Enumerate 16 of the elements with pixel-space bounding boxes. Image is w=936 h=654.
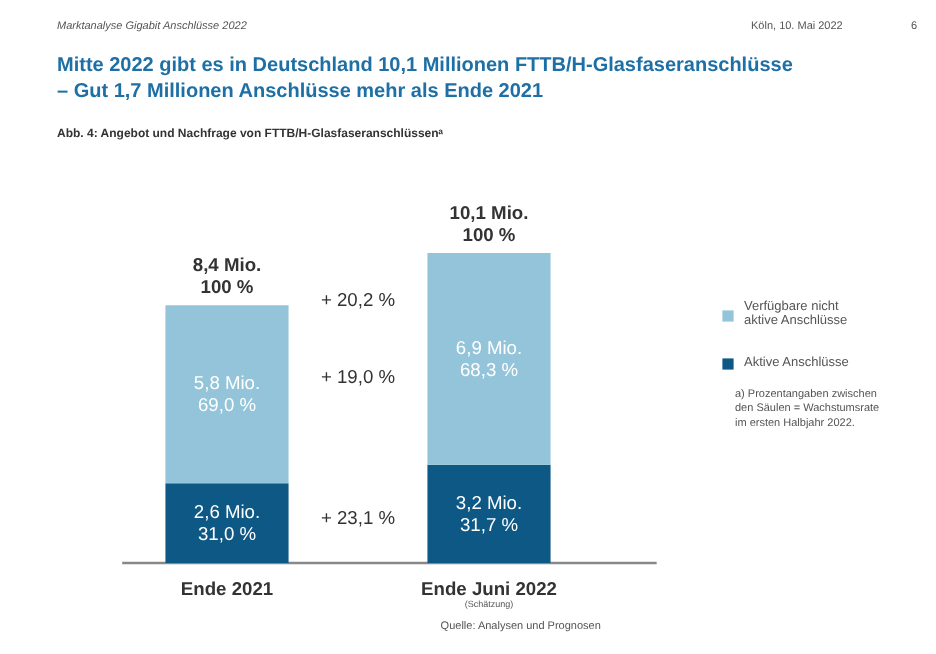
total-label: 8,4 Mio. 100 %: [192, 255, 262, 298]
annotation: + 20,2 %: [320, 290, 396, 311]
bar: [165, 483, 289, 563]
chart-title: Mitte 2022 gibt es in Deutschland 10,1 Millionen FTTB/H-Glasfaseranschlüsse – Gut 1,7 Millionen Anschlüsse mehr als Ende 2021: [57, 55, 794, 104]
bar: [165, 305, 289, 484]
bar: [427, 253, 551, 465]
data-label: 3,2 Mio. 31,7 %: [455, 492, 523, 535]
data-label: 6,9 Mio. 68,3 %: [455, 337, 523, 380]
total-label: 10,1 Mio. 100 %: [449, 203, 529, 245]
data-label: 5,8 Mio. 69,0 %: [193, 373, 261, 416]
annotation: + 23,1 %: [320, 508, 396, 529]
data-label: 2,6 Mio. 31,0 %: [193, 502, 261, 545]
x-tick-label: Ende 2021: [180, 579, 274, 599]
annotation: + 19,0 %: [320, 366, 396, 387]
x-tick-label: Ende Juni 2022: [421, 579, 557, 599]
bar: [427, 464, 551, 563]
